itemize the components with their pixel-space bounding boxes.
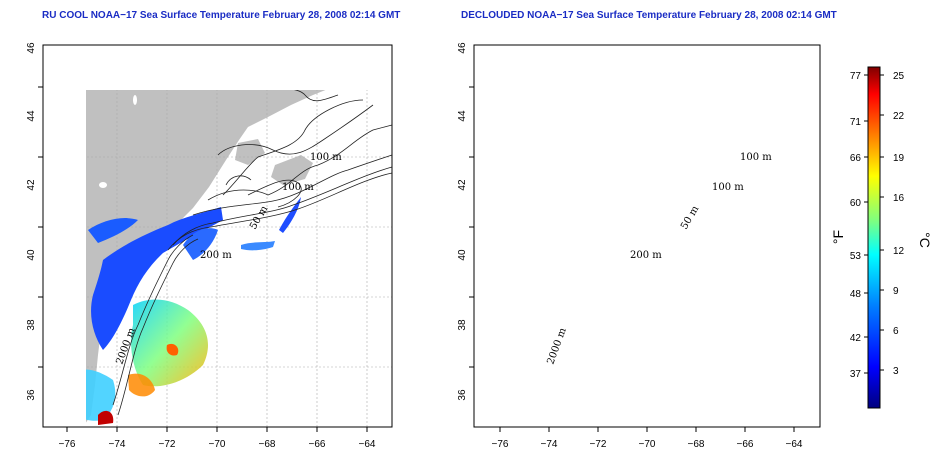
right-lon-tick-66: −66 (737, 439, 754, 450)
right-lat-tick-38: 38 (457, 319, 468, 331)
right-contour-label-100m-a: 100 m (740, 152, 772, 163)
left-lon-tick-66: −66 (309, 439, 326, 450)
right-map: 100 m 100 m 50 m 200 m 2000 m 36 38 40 4… (457, 42, 821, 450)
colorbar-c-tick-6: 6 (893, 326, 899, 337)
contour-label-100m-a: 100 m (310, 152, 342, 163)
colorbar-f-tick-48: 48 (850, 289, 862, 300)
left-lat-tick-42: 42 (26, 179, 37, 191)
colorbar-f-tick-71: 71 (850, 117, 862, 128)
colorbar-fahrenheit-label: °F (830, 230, 846, 244)
colorbar-c-tick-12: 12 (893, 246, 905, 257)
sst-colorbar: 77 71 66 60 53 48 42 37 25 22 19 16 12 9… (830, 66, 933, 409)
left-map-title: RU COOL NOAA−17 Sea Surface Temperature … (42, 10, 401, 21)
contour-label-100m-b: 100 m (282, 182, 314, 193)
colorbar-f-tick-66: 66 (850, 153, 862, 164)
right-lat-tick-44: 44 (457, 110, 468, 122)
left-lon-tick-64: −64 (359, 439, 376, 450)
left-lon-ticks: −76 −74 −72 −70 −68 −66 −64 (59, 427, 376, 450)
right-map-title: DECLOUDED NOAA−17 Sea Surface Temperatur… (461, 10, 837, 21)
colorbar-f-tick-37: 37 (850, 369, 862, 380)
right-lon-tick-76: −76 (492, 439, 509, 450)
colorbar-c-tick-25: 25 (893, 71, 905, 82)
colorbar-c-tick-22: 22 (893, 111, 905, 122)
colorbar-c-tick-16: 16 (893, 193, 905, 204)
left-lon-tick-70: −70 (209, 439, 226, 450)
right-lat-tick-40: 40 (457, 249, 468, 261)
colorbar-f-tick-77: 77 (850, 71, 862, 82)
left-lat-tick-44: 44 (26, 110, 37, 122)
left-lat-ticks: 36 38 40 42 44 46 (26, 42, 43, 401)
colorbar-celsius-label: °C (917, 232, 933, 248)
right-lat-tick-46: 46 (457, 42, 468, 54)
left-lon-tick-72: −72 (159, 439, 176, 450)
right-lon-ticks: −76 −74 −72 −70 −68 −66 −64 (492, 427, 803, 450)
right-contour-label-100m-b: 100 m (712, 182, 744, 193)
colorbar-c-tick-9: 9 (893, 286, 899, 297)
left-lat-tick-46: 46 (26, 42, 37, 54)
right-lat-tick-42: 42 (457, 179, 468, 191)
left-lat-tick-36: 36 (26, 389, 37, 401)
right-lon-tick-70: −70 (639, 439, 656, 450)
colorbar-f-tick-60: 60 (850, 198, 862, 209)
colorbar-c-tick-3: 3 (893, 366, 899, 377)
colorbar-f-tick-53: 53 (850, 251, 862, 262)
colorbar-f-tick-42: 42 (850, 333, 862, 344)
left-lon-tick-74: −74 (109, 439, 126, 450)
right-lon-tick-72: −72 (590, 439, 607, 450)
colorbar-c-tick-19: 19 (893, 153, 905, 164)
left-lat-tick-40: 40 (26, 249, 37, 261)
left-lat-tick-38: 38 (26, 319, 37, 331)
right-lon-tick-68: −68 (688, 439, 705, 450)
left-map: 100 m 100 m 50 m 200 m 2000 m 36 38 40 4… (26, 42, 393, 450)
left-lon-tick-76: −76 (59, 439, 76, 450)
right-lon-tick-64: −64 (786, 439, 803, 450)
contour-label-200m: 200 m (200, 250, 232, 261)
right-lon-tick-74: −74 (541, 439, 558, 450)
left-sst-overlay (86, 197, 301, 425)
right-lat-tick-36: 36 (457, 389, 468, 401)
left-lon-tick-68: −68 (259, 439, 276, 450)
right-contour-label-200m: 200 m (630, 250, 662, 261)
colorbar-gradient (867, 66, 881, 409)
right-lat-ticks: 36 38 40 42 44 46 (457, 42, 474, 401)
